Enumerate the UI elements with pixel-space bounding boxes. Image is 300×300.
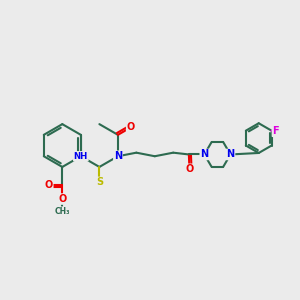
Text: O: O xyxy=(127,122,135,132)
Text: N: N xyxy=(226,149,235,160)
Text: S: S xyxy=(96,177,103,188)
Text: CH₃: CH₃ xyxy=(55,207,70,216)
Text: N: N xyxy=(200,149,208,160)
Text: O: O xyxy=(58,194,66,204)
Text: O: O xyxy=(44,180,53,190)
Text: F: F xyxy=(272,126,279,136)
Text: NH: NH xyxy=(74,152,88,161)
Text: N: N xyxy=(114,151,122,161)
Text: O: O xyxy=(185,164,194,174)
